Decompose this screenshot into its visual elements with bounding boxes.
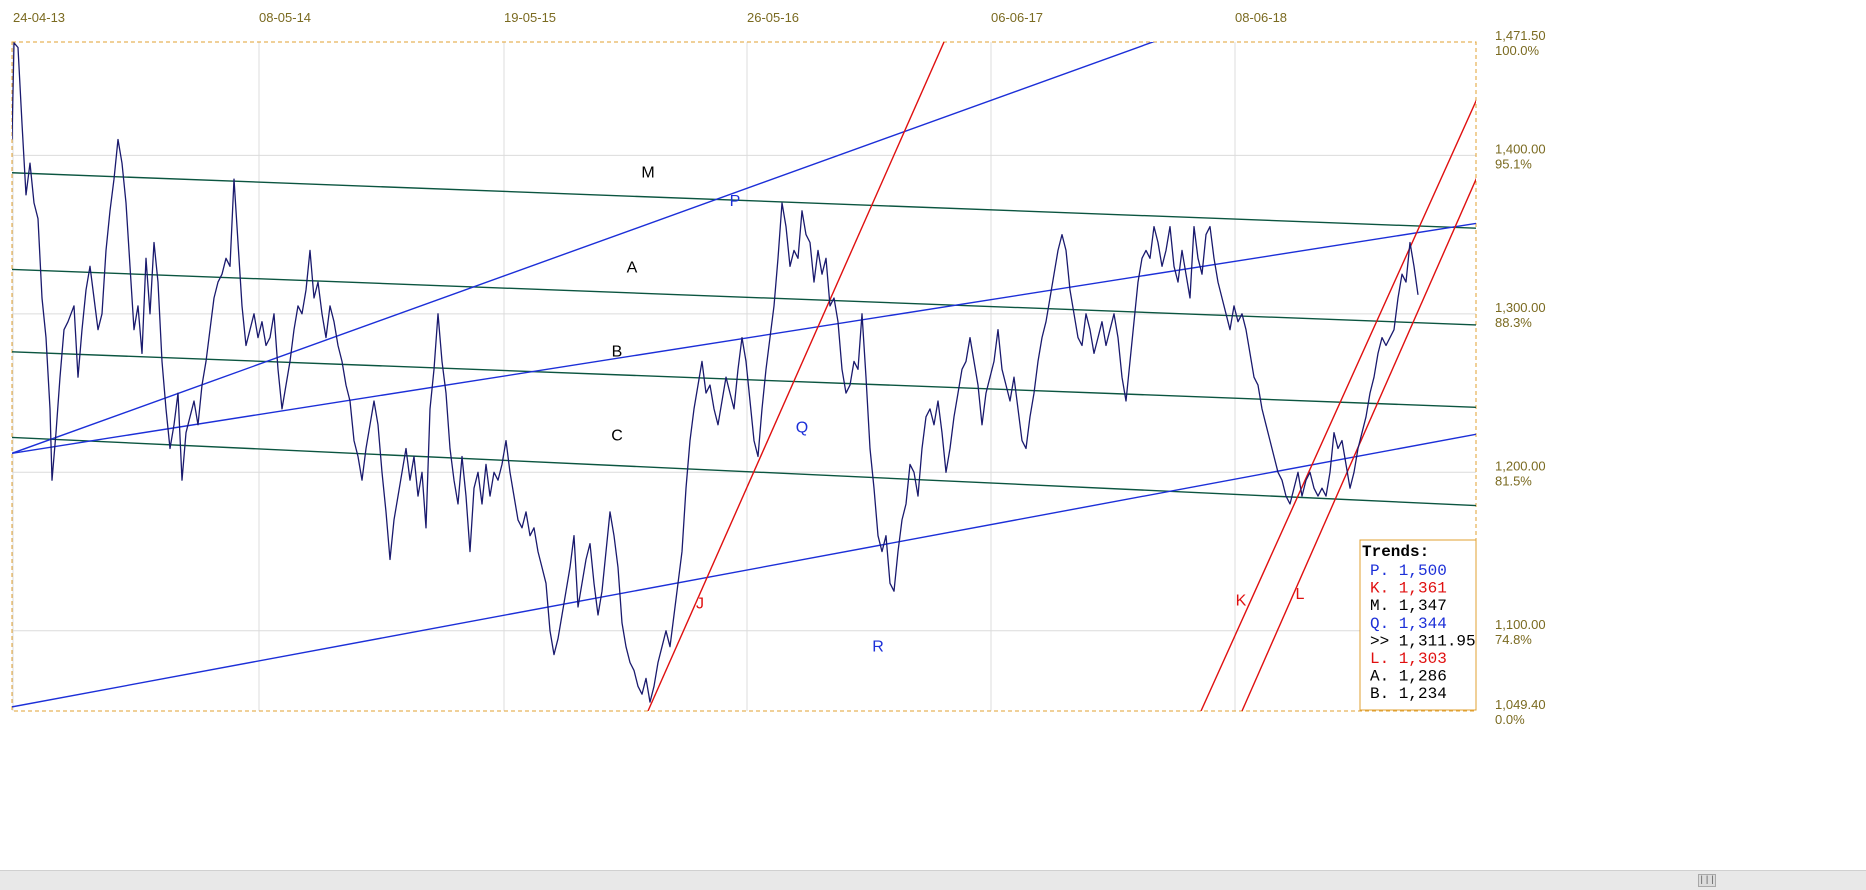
legend-row: K. 1,361 (1370, 580, 1447, 598)
y-tick-label: 1,049.40 (1495, 697, 1546, 712)
y-tick-label: 1,100.00 (1495, 617, 1546, 632)
x-tick-label: 08-06-18 (1235, 10, 1287, 25)
y-tick-percent: 100.0% (1495, 43, 1540, 58)
x-tick-label: 06-06-17 (991, 10, 1043, 25)
trend-label-A: A (627, 260, 638, 277)
trendline-C (12, 436, 1476, 507)
y-tick-label: 1,300.00 (1495, 300, 1546, 315)
trendline-P (12, 42, 1155, 454)
y-tick-percent: 88.3% (1495, 315, 1532, 330)
x-axis: 24-04-13 08-05-14 19-05-15 26-05-16 06-06-17… (13, 10, 1287, 25)
trend-label-P: P (730, 193, 741, 210)
x-tick-label: 24-04-13 (13, 10, 65, 25)
scrollbar-thumb[interactable]: ||| (1698, 874, 1716, 887)
trend-label-C: C (611, 428, 623, 445)
trendline-K (1200, 99, 1476, 711)
legend-row: B. 1,234 (1370, 685, 1447, 703)
y-tick-label: 1,200.00 (1495, 458, 1546, 473)
price-line (12, 42, 1419, 703)
trend-label-M: M (641, 165, 654, 182)
trend-label-K: K (1236, 592, 1247, 609)
trendline-B (12, 351, 1476, 409)
trendline-M (12, 172, 1476, 229)
plot-frame (11, 41, 1477, 712)
chart-background (0, 0, 1866, 870)
y-tick-label: 1,400.00 (1495, 141, 1546, 156)
legend-box (1359, 539, 1477, 711)
trendline-R (12, 433, 1476, 708)
grid (12, 42, 1476, 711)
legend-row: Q. 1,344 (1370, 615, 1447, 633)
y-tick-percent: 95.1% (1495, 156, 1532, 171)
legend-row: L. 1,303 (1370, 650, 1447, 668)
y-tick-label: 1,471.50 (1495, 28, 1546, 43)
x-tick-label: 26-05-16 (747, 10, 799, 25)
trend-label-L: L (1296, 586, 1305, 603)
x-tick-label: 08-05-14 (259, 10, 311, 25)
legend-row: P. 1,500 (1370, 562, 1447, 580)
x-tick-label: 19-05-15 (504, 10, 556, 25)
horizontal-scrollbar[interactable]: ||| (0, 870, 1866, 890)
trend-labels: M A B C P Q R J K L (611, 165, 1304, 656)
trendline-Q (12, 222, 1476, 454)
trendline-J (647, 42, 945, 711)
trend-label-J: J (696, 596, 704, 613)
trend-label-R: R (872, 638, 884, 655)
legend-row: >> 1,311.95 (1370, 632, 1476, 650)
y-tick-percent: 81.5% (1495, 473, 1532, 488)
legend-row: M. 1,347 (1370, 597, 1447, 615)
y-tick-percent: 0.0% (1495, 712, 1525, 727)
trend-label-Q: Q (796, 420, 808, 437)
price-series (12, 42, 1419, 703)
y-tick-percent: 74.8% (1495, 632, 1532, 647)
trendline-L (1241, 177, 1476, 711)
legend-title: Trends: (1362, 543, 1429, 561)
legend-row: A. 1,286 (1370, 668, 1447, 686)
trendlines (12, 42, 1476, 711)
trend-label-B: B (612, 344, 623, 361)
